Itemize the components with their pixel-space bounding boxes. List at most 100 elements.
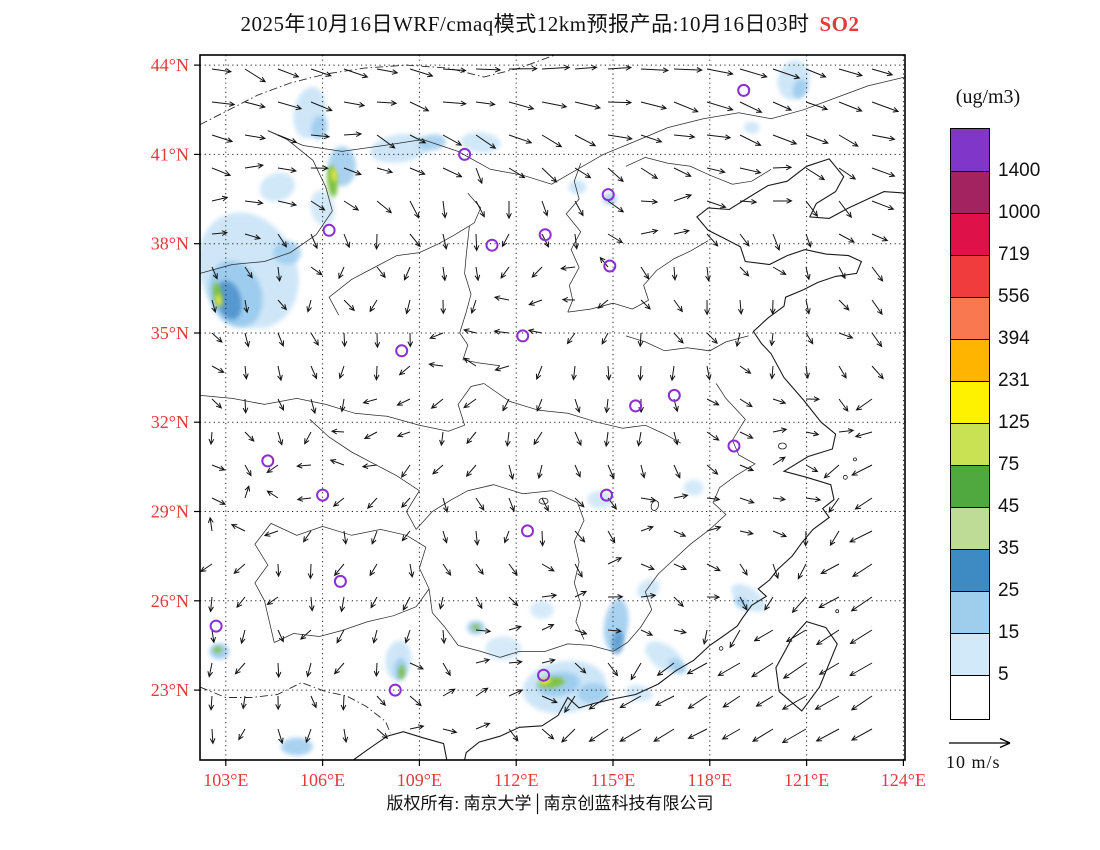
colorbar-segment [951,255,989,297]
province-border [254,523,275,643]
province-border [458,529,711,658]
province-border [270,523,430,643]
province-border [709,383,756,530]
lat-tick-label: 41°N [151,144,189,164]
coastline [775,621,838,712]
lon-tick-label: 106°E [300,770,345,790]
province-border [267,76,905,185]
city-marker [538,228,552,242]
colorbar-segment [951,297,989,339]
city-marker [521,524,534,538]
lon-tick-label: 121°E [784,770,829,790]
colorbar-scale: 1400 1000 719 556 394 231 125 75 45 35 25 15 5 [950,128,1040,720]
province-border [567,240,709,313]
province-border [428,588,459,646]
colorbar-tick-label: 5 [998,664,1009,685]
colorbar-tick-label: 556 [998,286,1030,307]
city-marker [395,344,409,358]
colorbar-segment [951,675,989,717]
city-marker [537,668,551,682]
lon-tick-label: 109°E [397,770,442,790]
so2-concentration-layer [200,60,810,756]
colorbar-segment [951,549,989,591]
colorbar-segment [951,507,989,549]
city-marker [667,388,681,402]
city-marker [737,83,751,97]
city-marker [209,619,223,633]
colorbar-segment [951,339,989,381]
lat-tick-label: 32°N [151,412,189,432]
city-marker [516,329,530,343]
title-pollutant: SO2 [819,12,860,36]
international-border [200,682,391,734]
lon-tick-label: 124°E [881,770,926,790]
city-marker [322,223,336,237]
geography-layer [200,55,905,760]
colorbar-tick-label: 1000 [998,202,1041,223]
province-border [309,419,420,530]
province-border [625,335,749,352]
coastline [464,158,905,760]
city-marker [388,683,402,697]
colorbar-tick-label: 35 [998,538,1020,559]
wind-legend-label: 10 m/s [946,752,1001,772]
colorbar-segment [951,633,989,675]
lon-tick-label: 115°E [591,770,636,790]
graticule-gridlines [200,55,905,760]
city-marker [727,439,741,453]
lake-outline [778,442,787,450]
copyright-footer: 版权所有: 南京大学│南京创蓝科技有限公司 [386,794,714,813]
colorbar-tick-label: 45 [998,496,1020,517]
island [842,474,848,480]
colorbar-tick-label: 25 [998,580,1020,601]
lon-tick-label: 103°E [203,770,248,790]
province-border [625,157,772,185]
colorbar-tick-label: 719 [998,244,1030,265]
province-border [415,484,578,530]
city-marker [458,147,472,161]
lon-tick-label: 118°E [688,770,733,790]
lat-tick-label: 44°N [151,55,189,75]
island [835,609,840,614]
city-marker [600,488,613,502]
colorbar-segment [951,465,989,507]
city-marker [485,238,499,252]
city-markers [209,83,751,697]
title-text: 2025年10月16日WRF/cmaq模式12km预报产品:10月16日03时 [240,12,810,36]
lat-tick-label: 29°N [151,502,189,522]
province-border [459,192,501,367]
wind-reference-arrow [949,737,1011,749]
colorbar-segment [951,423,989,465]
lat-tick-label: 23°N [151,680,189,700]
colorbar-segment [951,381,989,423]
city-marker [603,259,617,273]
colorbar-segment [951,591,989,633]
colorbar-tick-label: 394 [998,328,1030,349]
colorbar-tick-label: 15 [998,622,1020,643]
island [718,646,724,651]
colorbar-tick-label: 125 [998,412,1030,433]
colorbar-tick-label: 1400 [998,160,1041,181]
colorbar-units-label: (ug/m3) [955,86,1021,108]
page-title: 2025年10月16日WRF/cmaq模式12km预报产品:10月16日03时 S… [0,8,1100,38]
island [853,457,857,462]
colorbar-segment [951,129,989,171]
coastline [352,731,448,760]
colorbar-tick-label: 75 [998,454,1020,475]
international-border [200,55,556,126]
lake-outline [538,497,549,505]
lat-tick-label: 35°N [151,323,189,343]
city-marker [316,488,330,502]
lat-tick-label: 26°N [151,591,189,611]
province-border [200,130,333,274]
city-marker [629,399,643,413]
colorbar-segment [951,213,989,255]
wind-vector-field [200,64,900,745]
colorbar-tick-label: 231 [998,370,1030,391]
city-marker [333,574,347,588]
province-border [200,383,484,432]
colorbar-segment [951,171,989,213]
lake-outline [650,500,660,511]
